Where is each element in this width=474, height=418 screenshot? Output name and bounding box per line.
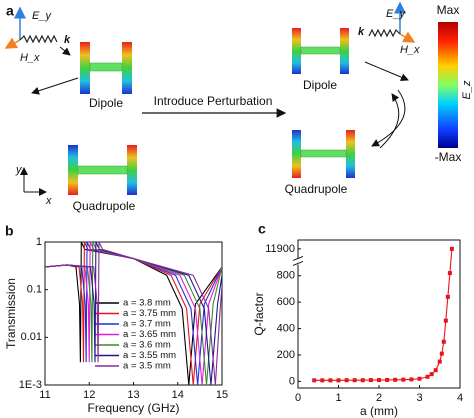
y-tick-label: 0 xyxy=(289,375,295,387)
y-tick-label: 11900 xyxy=(265,243,295,255)
y-axis-title: Q-factor xyxy=(252,292,266,335)
x-tick-label: 2 xyxy=(376,392,382,404)
data-point xyxy=(443,318,448,323)
x-tick-label: 0 xyxy=(295,392,301,404)
quadrupole-structure xyxy=(68,145,137,195)
dipole-label: Dipole xyxy=(303,78,337,92)
quadrupole-label: Quadrupole xyxy=(285,182,348,196)
y-tick-label: 0.1 xyxy=(27,284,42,296)
axis-y: y xyxy=(15,164,23,176)
y-tick-label: 1 xyxy=(36,236,42,248)
x-tick-label: 12 xyxy=(83,389,95,401)
legend-label: a = 3.8 mm xyxy=(123,298,171,309)
x-tick-label: 13 xyxy=(127,389,139,401)
legend-label: a = 3.65 mm xyxy=(123,329,176,340)
x-tick-label: 14 xyxy=(172,389,184,401)
arrow xyxy=(31,77,79,95)
data-point xyxy=(433,368,438,373)
x-tick-label: 1 xyxy=(335,392,341,404)
data-point xyxy=(344,378,349,383)
series-line xyxy=(45,242,222,385)
wave-icon xyxy=(364,1,416,149)
wave-icon xyxy=(4,6,71,56)
x-tick-label: 3 xyxy=(416,392,422,404)
data-point xyxy=(352,378,357,383)
k-label: k xyxy=(358,26,365,38)
panel-label: b xyxy=(5,223,14,239)
h-label: H_x xyxy=(400,44,420,56)
data-point xyxy=(368,378,373,383)
data-point xyxy=(393,377,398,382)
e-label: E_y xyxy=(386,8,406,20)
y-axis-title: Transmission xyxy=(4,278,18,349)
plot-frame xyxy=(297,239,461,389)
dipole-structure xyxy=(292,28,349,74)
colorbar-max: Max xyxy=(437,3,460,17)
panel-label: a xyxy=(6,3,14,19)
x-tick-label: 11 xyxy=(39,389,50,401)
e-label: E_y xyxy=(32,10,52,22)
data-point xyxy=(437,359,442,364)
panel-label: c xyxy=(258,221,266,237)
data-point xyxy=(409,377,414,382)
legend-label: a = 3.5 mm xyxy=(123,361,171,372)
axis-break xyxy=(292,255,304,266)
data-point xyxy=(449,246,454,251)
y-tick-label: 1E-3 xyxy=(19,379,42,391)
data-point xyxy=(360,378,365,383)
y-tick-label: 400 xyxy=(277,322,295,334)
data-point xyxy=(439,351,444,356)
quadrupole-label: Quadrupole xyxy=(73,199,136,213)
data-point xyxy=(401,377,406,382)
data-point xyxy=(429,372,434,377)
y-tick-label: 0.01 xyxy=(21,331,42,343)
quadrupole-structure xyxy=(292,130,355,178)
h-label: H_x xyxy=(20,52,40,64)
x-tick-label: 4 xyxy=(457,392,463,404)
y-tick-label: 600 xyxy=(277,296,295,308)
dipole-structure xyxy=(80,42,132,94)
colorbar-min: -Max xyxy=(435,150,462,164)
data-point xyxy=(377,378,381,383)
data-point xyxy=(320,378,325,383)
data-point xyxy=(425,374,430,379)
legend-label: a = 3.6 mm xyxy=(123,340,171,351)
legend-label: a = 3.75 mm xyxy=(123,308,176,319)
colorbar-title: E_z xyxy=(461,80,473,99)
data-point xyxy=(328,378,333,383)
x-axis-title: Frequency (GHz) xyxy=(87,401,179,415)
axis-break xyxy=(293,258,303,265)
data-point xyxy=(445,294,450,299)
data-point xyxy=(417,376,422,381)
y-tick-label: 200 xyxy=(277,349,295,361)
x-tick-label: 15 xyxy=(216,389,228,401)
data-point xyxy=(336,378,341,383)
data-point xyxy=(447,271,452,276)
y-tick-label: 800 xyxy=(277,270,295,282)
x-axis-title: a (mm) xyxy=(360,404,398,418)
axis-x: x xyxy=(45,195,52,207)
series-line xyxy=(314,248,453,381)
k-label: k xyxy=(64,34,71,46)
dipole-label: Dipole xyxy=(89,96,123,110)
data-point xyxy=(385,377,390,382)
legend-label: a = 3.7 mm xyxy=(123,319,171,330)
colorbar xyxy=(438,22,458,148)
axes-icon xyxy=(20,167,47,196)
data-point xyxy=(441,339,446,344)
arrow-label: Introduce Perturbation xyxy=(154,94,273,108)
legend-label: a = 3.55 mm xyxy=(123,350,176,361)
data-point xyxy=(312,378,317,383)
